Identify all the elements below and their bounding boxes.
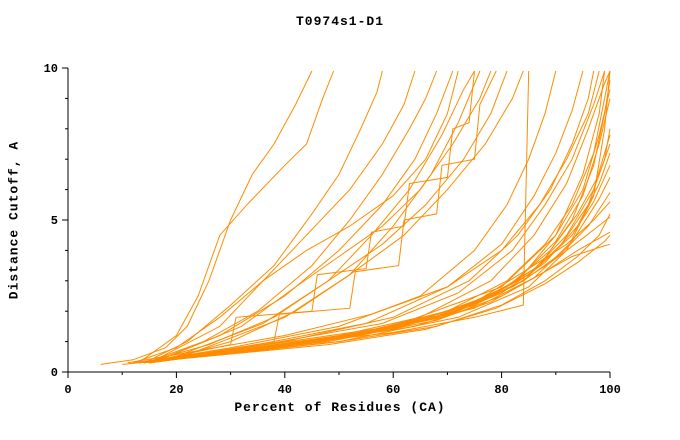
x-tick-label: 20: [169, 383, 183, 397]
model-curve: [165, 70, 611, 361]
model-curve: [138, 70, 557, 364]
model-curve: [203, 70, 606, 355]
model-curve: [159, 70, 492, 361]
model-curve: [132, 70, 606, 364]
x-tick-label: 60: [386, 383, 400, 397]
y-tick-label: 5: [51, 214, 58, 228]
model-curve: [143, 70, 383, 364]
model-curve: [143, 70, 584, 364]
model-curve: [160, 177, 611, 361]
model-curve: [143, 70, 475, 364]
model-curve: [165, 70, 481, 361]
x-axis-label: Percent of Residues (CA): [234, 400, 446, 415]
model-curve: [154, 70, 595, 362]
x-tick-label: 0: [64, 383, 71, 397]
x-tick-label: 80: [494, 383, 508, 397]
x-tick-label: 100: [599, 383, 621, 397]
model-curve: [187, 80, 611, 358]
model-curve: [170, 70, 508, 359]
model-curve: [138, 234, 611, 364]
model-curve: [149, 70, 530, 364]
x-tick-label: 40: [278, 383, 292, 397]
y-tick-label: 10: [44, 62, 58, 76]
model-curve: [122, 213, 611, 365]
model-curve: [149, 70, 438, 362]
model-curve: [160, 231, 611, 361]
y-tick-label: 0: [51, 366, 58, 380]
model-curve: [154, 70, 454, 362]
model-curve: [127, 70, 600, 364]
model-curve: [138, 70, 335, 364]
chart-title: T0974s1-D1: [295, 14, 384, 29]
model-curve: [132, 152, 611, 364]
model-curve: [181, 70, 524, 358]
model-curve: [100, 70, 313, 365]
model-curve: [132, 70, 416, 364]
model-curve: [154, 70, 497, 362]
model-curve: [149, 70, 611, 364]
model-curve: [149, 70, 459, 364]
model-curve: [138, 70, 611, 364]
